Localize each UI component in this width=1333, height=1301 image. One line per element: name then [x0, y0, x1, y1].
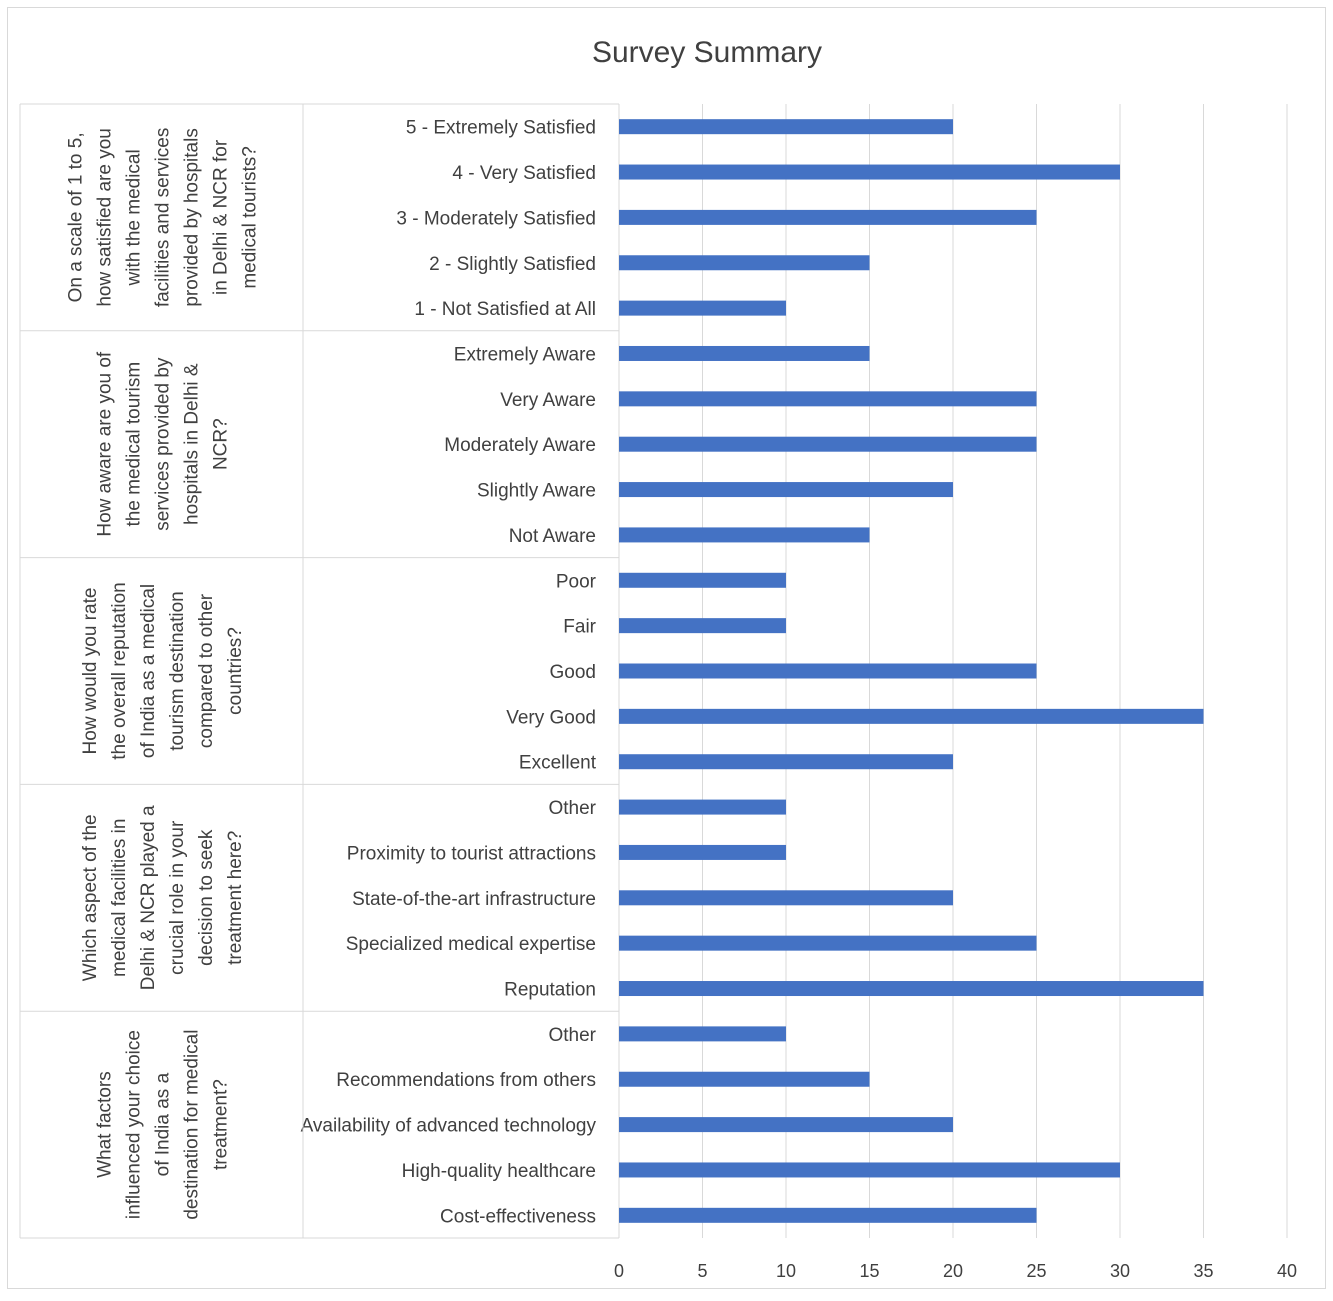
bar	[619, 708, 1204, 724]
question-label: On a scale of 1 to 5, how satisfied are y…	[66, 128, 261, 308]
category-label: Cost-effectiveness	[440, 1206, 596, 1227]
chart-title: Survey Summary	[592, 36, 822, 69]
category-label: Reputation	[504, 980, 596, 1001]
category-label: Specialized medical expertise	[346, 934, 596, 955]
bar	[619, 300, 786, 316]
question-label: What factors influenced your choice of Ind…	[95, 1030, 232, 1220]
x-tick-label: 15	[859, 1261, 879, 1281]
x-tick-label: 25	[1026, 1261, 1046, 1281]
bar	[619, 436, 1037, 452]
bar	[619, 618, 786, 634]
x-tick-label: 30	[1110, 1261, 1130, 1281]
bar	[619, 799, 786, 815]
category-label: Very Good	[506, 707, 596, 728]
bar	[619, 119, 953, 135]
category-label: Other	[548, 1025, 596, 1046]
category-label: Excellent	[519, 753, 597, 774]
bar	[619, 1207, 1037, 1223]
x-tick-label: 35	[1193, 1261, 1213, 1281]
question-label: How aware are you of the medical tourism s…	[95, 351, 232, 537]
bar	[619, 164, 1120, 180]
question-label: How would you rate the overall reputation…	[80, 582, 246, 759]
x-tick-label: 40	[1277, 1261, 1297, 1281]
bar	[619, 1117, 953, 1133]
category-label: State-of-the-art infrastructure	[352, 889, 596, 910]
category-label: Proximity to tourist attractions	[347, 843, 596, 864]
category-label: 3 - Moderately Satisfied	[396, 208, 596, 229]
bar	[619, 572, 786, 588]
x-tick-label: 5	[697, 1261, 707, 1281]
category-label: Good	[550, 662, 596, 683]
bar	[619, 663, 1037, 679]
question-label: Which aspect of the medical facilities in…	[80, 805, 246, 990]
category-label: Other	[548, 798, 596, 819]
bar	[619, 1162, 1120, 1178]
category-label: 2 - Slightly Satisfied	[429, 254, 596, 275]
x-axis-ticks: 0 5 10 15 20 25 30 35 40	[614, 1261, 1297, 1281]
bar	[619, 890, 953, 906]
category-label: 5 - Extremely Satisfied	[406, 118, 596, 139]
category-labels: 5 - Extremely Satisfied 4 - Very Satisfie…	[301, 118, 597, 1228]
x-tick-label: 0	[614, 1261, 624, 1281]
bar	[619, 981, 1204, 997]
category-label: Poor	[556, 571, 597, 592]
x-tick-label: 20	[943, 1261, 963, 1281]
category-label: Fair	[563, 617, 596, 638]
bar	[619, 754, 953, 770]
question-group-labels: On a scale of 1 to 5, how satisfied are y…	[19, 103, 619, 1239]
bar	[619, 345, 870, 361]
bar	[619, 1071, 870, 1087]
category-label: Not Aware	[509, 526, 596, 547]
category-label: Extremely Aware	[454, 344, 596, 365]
category-label: Moderately Aware	[444, 435, 596, 456]
category-label: Slightly Aware	[477, 481, 596, 502]
bar	[619, 527, 870, 543]
category-label: High-quality healthcare	[402, 1161, 596, 1182]
bar	[619, 391, 1037, 407]
bar	[619, 209, 1037, 225]
category-label: Very Aware	[500, 390, 596, 411]
bar	[619, 844, 786, 860]
x-tick-label: 10	[776, 1261, 796, 1281]
bar	[619, 1026, 786, 1042]
category-label: 4 - Very Satisfied	[452, 163, 596, 184]
category-label: 1 - Not Satisfied at All	[414, 299, 596, 320]
bar	[619, 255, 870, 271]
bars-layer	[619, 119, 1204, 1223]
bar	[619, 482, 953, 498]
category-label: Availability of advanced technology	[301, 1116, 597, 1137]
category-label: Recommendations from others	[336, 1070, 596, 1091]
bar	[619, 935, 1037, 951]
